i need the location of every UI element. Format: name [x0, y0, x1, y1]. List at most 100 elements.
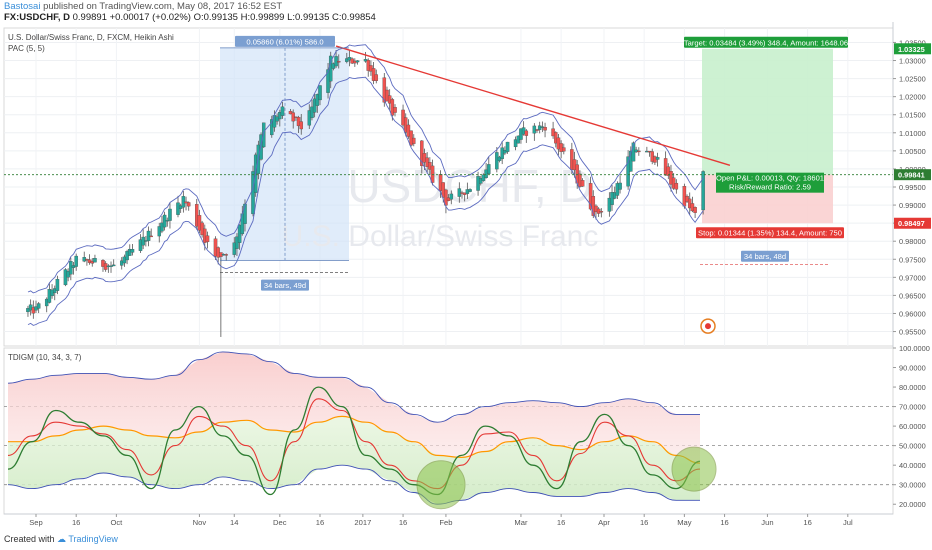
- bear-candle: [374, 74, 379, 81]
- price-target-tag: 1.03325: [898, 45, 925, 54]
- highlight-circle-feb: [416, 460, 466, 510]
- stop-label-bg: [696, 227, 844, 239]
- time-tick-label: 16: [720, 518, 728, 527]
- lower-band-fill: [8, 416, 700, 505]
- bear-candle: [693, 207, 697, 213]
- time-tick-label: 16: [640, 518, 648, 527]
- price-tick-label: 0.98000: [899, 237, 926, 246]
- close-value: C:0.99854: [332, 12, 376, 23]
- series-title: U.S. Dollar/Swiss Franc, D, FXCM, Heikin…: [8, 33, 174, 42]
- price-axis[interactable]: 1.03500 1.03000 1.02500 1.02000 1.01500 1.010…: [892, 22, 932, 514]
- publish-text: published on TradingView.com, May 08, 20…: [43, 1, 283, 12]
- bull-candle: [487, 164, 491, 174]
- symbol-label: FX:USDCHF, D: [4, 12, 70, 23]
- tradingview-brand[interactable]: TradingView: [68, 534, 118, 544]
- range-label: 0.05860 (6.01%) 586.0: [246, 37, 323, 46]
- footer-credit: Created with ☁ TradingView: [4, 534, 118, 545]
- price-tick-label: 0.96000: [899, 309, 926, 318]
- bull-candle: [109, 265, 113, 267]
- bull-candle: [74, 255, 78, 267]
- tdigm-pane: TDIGM (10, 34, 3, 7) 100.0000 90.0000 80.00…: [3, 344, 930, 515]
- open-pl-label: Open P&L: 0.00013, Qty: 18601: [716, 174, 824, 183]
- bear-candle: [299, 121, 303, 130]
- indicator-tick-label: 80.0000: [899, 383, 926, 392]
- author-link[interactable]: Bastosai: [4, 1, 41, 12]
- bull-candle: [243, 203, 247, 224]
- last-price: 0.99891: [72, 12, 107, 23]
- bear-candle: [599, 211, 604, 213]
- axis-bg: [893, 22, 932, 514]
- bull-candle: [144, 240, 148, 242]
- mid-band-line: [8, 415, 701, 464]
- bull-candle: [168, 208, 172, 221]
- highlight-circle-may: [671, 446, 717, 492]
- bear-candle: [535, 129, 539, 131]
- time-tick-label: May: [677, 518, 692, 527]
- bull-candle: [36, 303, 41, 309]
- bear-candle: [524, 130, 529, 136]
- indicator-tick-label: 40.0000: [899, 461, 926, 470]
- time-tick-label: Feb: [439, 518, 452, 527]
- bull-candle: [655, 157, 660, 160]
- price-change: +0.00017 (+0.02%): [109, 12, 191, 23]
- time-tick-label: Nov: [193, 518, 207, 527]
- bull-candle: [280, 106, 285, 116]
- low-value: L:0.99135: [287, 12, 330, 23]
- price-tick-label: 0.95500: [899, 328, 926, 337]
- time-tick-label: 2017: [354, 518, 371, 527]
- price-tick-label: 1.01500: [899, 111, 926, 120]
- bull-candle: [318, 85, 322, 101]
- resistance-trendline: [335, 45, 731, 166]
- indicator-tick-label: 50.0000: [899, 442, 926, 451]
- bear-candle: [337, 61, 341, 63]
- target-zone: [702, 48, 833, 175]
- event-icon-dot: [705, 323, 711, 330]
- time-tick-label: Jul: [843, 518, 853, 527]
- target-label-bg: [684, 36, 848, 48]
- price-current-tag: 0.99841: [898, 171, 925, 180]
- bars-right-label-bg: [741, 250, 789, 262]
- indicator-title: PAC (5, 5): [8, 44, 45, 53]
- watermark-symbol: USDCHF, D: [347, 160, 592, 212]
- bull-candle: [93, 258, 97, 263]
- range-label-bg: [235, 35, 335, 47]
- symbol-watermark: USDCHF, D U.S. Dollar/Swiss Franc: [282, 160, 599, 253]
- bear-candle: [543, 127, 547, 131]
- price-current-tag-bg: [894, 169, 931, 181]
- time-tick-label: 16: [399, 518, 407, 527]
- bear-candle: [412, 137, 416, 144]
- time-tick-label: 16: [316, 518, 324, 527]
- bull-candle: [468, 189, 472, 192]
- tradingview-logo-icon: ☁: [57, 534, 67, 544]
- chart-canvas[interactable]: USDCHF, D U.S. Dollar/Swiss Franc 1.03500…: [0, 22, 932, 532]
- high-value: H:0.99899: [240, 12, 285, 23]
- indicator-tick-label: 70.0000: [899, 403, 926, 412]
- time-tick-label: 16: [557, 518, 565, 527]
- price-tick-label: 1.02000: [899, 93, 926, 102]
- bear-candle: [562, 147, 566, 152]
- upper-band-fill: [8, 351, 700, 464]
- bars-left-label: 34 bars, 49d: [264, 281, 306, 290]
- time-tick-label: Oct: [110, 518, 123, 527]
- bull-candle: [505, 141, 510, 152]
- price-tick-label: 1.02500: [899, 75, 926, 84]
- bear-candle: [430, 165, 435, 183]
- lower-band-line: [7, 464, 700, 505]
- price-stop-tag: 0.98497: [898, 219, 925, 228]
- bear-candle: [149, 235, 153, 238]
- time-axis[interactable]: Sep 16 Oct Nov 14 Dec 16 2017 16 Feb Mar 16 Apr 16 May…: [4, 513, 893, 527]
- chart-labels: 0.05860 (6.01%) 586.0 34 bars, 49d 34 bars…: [8, 33, 848, 334]
- publish-header: Bastosai published on TradingView.com, M…: [4, 1, 282, 12]
- time-tick-label: Dec: [273, 518, 287, 527]
- bars-right-label: 34 bars, 48d: [744, 252, 786, 261]
- bull-candle: [701, 171, 705, 211]
- price-target-tag-bg: [894, 43, 931, 55]
- bear-candle: [205, 235, 210, 243]
- candles-layer: [26, 50, 705, 337]
- price-tick-label: 0.99500: [899, 183, 926, 192]
- price-tick-label: 1.00500: [899, 147, 926, 156]
- tdigm-title: TDIGM (10, 34, 3, 7): [8, 353, 82, 362]
- time-tick-label: Jun: [761, 518, 773, 527]
- target-label: Target: 0.03484 (3.49%) 348.4, Amount: 1…: [684, 38, 848, 47]
- signal-line: [7, 398, 701, 490]
